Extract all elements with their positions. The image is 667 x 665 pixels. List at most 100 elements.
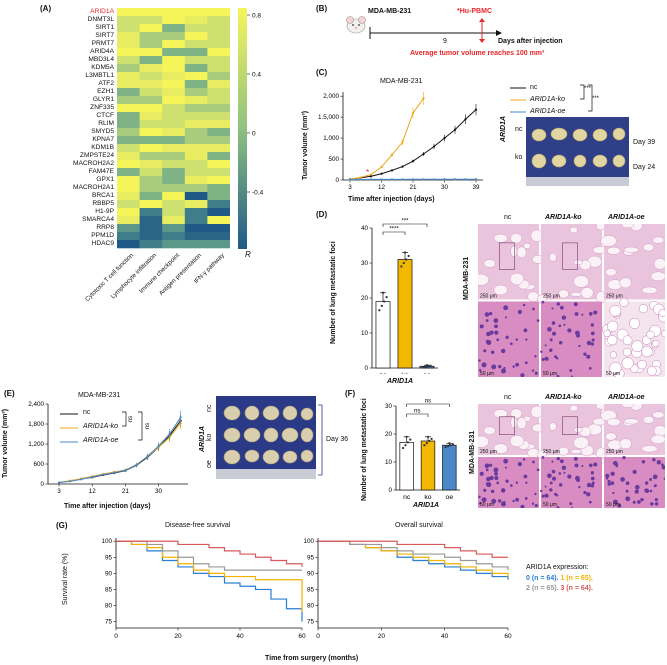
heatmap-cell bbox=[162, 184, 186, 193]
scale-label: 50 μm bbox=[606, 502, 620, 508]
replicate-dot bbox=[385, 296, 388, 299]
e-ylabel: Tumor volume (mm³) bbox=[2, 408, 9, 478]
y-tick-label: 75 bbox=[307, 619, 315, 626]
heatmap-cell bbox=[162, 80, 186, 89]
heatmap-cell bbox=[117, 80, 140, 89]
data-point bbox=[57, 481, 61, 484]
heatmap-row-label: SIRT7 bbox=[95, 32, 114, 39]
heatmap-cell bbox=[117, 88, 140, 97]
heatmap-row-label: ARID4A bbox=[90, 48, 114, 55]
histology-tile: 50 μm bbox=[540, 456, 602, 510]
f-ylabel: Number of lung metastatic foci bbox=[361, 398, 368, 501]
heatmap-cell bbox=[117, 16, 140, 25]
heatmap-column-label: Lymphocyte infiltration bbox=[109, 252, 158, 301]
heatmap bbox=[117, 8, 230, 249]
heatmap-cell bbox=[207, 104, 230, 113]
e-sig-2: ns bbox=[145, 422, 152, 430]
heatmap-row-label: H1-9P bbox=[95, 208, 114, 215]
scale-label: 50 μm bbox=[543, 502, 557, 508]
tumor-growth-chart-c: 0 500 1,000 1.5,000 2,000 3 12 21 30 39 * bbox=[318, 91, 483, 191]
heatmap-row-label: ZNF335 bbox=[90, 104, 114, 111]
dfs-survival-chart: 75 80 85 90 95 100 0 20 40 60 bbox=[101, 538, 306, 640]
heatmap-cell bbox=[207, 8, 230, 17]
histology-tile: 50 μm bbox=[540, 300, 602, 378]
heatmap-cell bbox=[207, 120, 230, 129]
g-title-os: Overall survival bbox=[395, 522, 443, 529]
replicate-dot bbox=[448, 442, 451, 445]
heatmap-cell bbox=[184, 8, 208, 17]
heatmap-row-label: RRP8 bbox=[96, 224, 114, 231]
heatmap-cell bbox=[184, 232, 208, 241]
heatmap-cell bbox=[162, 136, 186, 145]
heatmap-cell bbox=[184, 16, 208, 25]
c-sig-1: *** bbox=[584, 86, 592, 92]
y-tick-label: 90 bbox=[307, 570, 315, 577]
replicate-dot bbox=[383, 300, 386, 303]
heatmap-row-label: GPX1 bbox=[96, 176, 114, 183]
d-side-label: MDA-MB-231 bbox=[463, 256, 470, 300]
heatmap-cell bbox=[184, 48, 208, 57]
heatmap-cell bbox=[184, 32, 208, 41]
heatmap-cell bbox=[207, 144, 230, 153]
data-point bbox=[102, 473, 105, 476]
g-title-dfs: Disease-free survival bbox=[165, 522, 231, 529]
data-point bbox=[474, 178, 478, 181]
heatmap-cell bbox=[139, 208, 163, 217]
c-legend-nc: nc bbox=[530, 84, 538, 91]
heatmap-cell bbox=[117, 104, 140, 113]
heatmap-row-label: BRCA1 bbox=[92, 192, 114, 199]
heatmap-cell bbox=[117, 144, 140, 153]
data-point bbox=[146, 455, 149, 458]
y-tick-label: 90 bbox=[105, 570, 113, 577]
c-legend-ko: ARID1A-ko bbox=[530, 96, 566, 103]
heatmap-row-label: PPM1D bbox=[91, 232, 114, 239]
heatmap-cell bbox=[184, 208, 208, 217]
heatmap-cell bbox=[162, 216, 186, 225]
heatmap-cell bbox=[117, 240, 140, 249]
y-tick-label: 40 bbox=[361, 225, 369, 232]
b-day: 9 bbox=[443, 38, 447, 45]
heatmap-cell bbox=[184, 88, 208, 97]
heatmap-cell bbox=[207, 128, 230, 137]
metastasis-bar-chart-d: 0 10 20 30 40 nc ko oe ******* bbox=[361, 219, 438, 374]
sig-bracket bbox=[382, 223, 428, 227]
bar-nc bbox=[399, 442, 414, 491]
g-legend-1: 1 (n = 65). bbox=[560, 575, 593, 582]
heatmap-cell bbox=[207, 184, 230, 193]
heatmap-row-label: RLIM bbox=[98, 120, 114, 127]
heatmap-cell bbox=[162, 88, 186, 97]
heatmap-cell bbox=[139, 176, 163, 185]
histology-tile: 50 μm bbox=[602, 297, 667, 379]
heatmap-row-label: L3MBTL1 bbox=[85, 72, 114, 79]
colorbar-tick-label: -0.4 bbox=[252, 190, 264, 197]
replicate-dot bbox=[426, 435, 430, 438]
heatmap-cell bbox=[162, 112, 186, 121]
heatmap-cell bbox=[207, 16, 230, 25]
heatmap-row-label: SIRT1 bbox=[95, 24, 114, 31]
heatmap-cell bbox=[117, 120, 140, 129]
b-axis-label: Days after injection bbox=[498, 38, 563, 45]
heatmap-cell bbox=[117, 192, 140, 201]
replicate-dot bbox=[449, 444, 452, 447]
heatmap-cell bbox=[139, 72, 163, 81]
replicate-dot bbox=[428, 439, 431, 443]
heatmap-row-label: KDM1B bbox=[91, 144, 114, 151]
heatmap-cell bbox=[139, 232, 163, 241]
heatmap-row-label: SMYD5 bbox=[91, 128, 114, 135]
heatmap-column-label: IFN-γ pathway bbox=[192, 252, 226, 286]
b-timeline bbox=[369, 18, 502, 43]
heatmap-cell bbox=[117, 40, 140, 49]
heatmap-row-label: ARID1A bbox=[90, 8, 114, 15]
heatmap-cell bbox=[139, 200, 163, 209]
heatmap-cell bbox=[184, 192, 208, 201]
data-point bbox=[411, 111, 415, 115]
heatmap-cell bbox=[184, 240, 208, 249]
heatmap-cell bbox=[139, 96, 163, 105]
heatmap-cell bbox=[162, 16, 186, 25]
heatmap-cell bbox=[184, 224, 208, 233]
heatmap-cell bbox=[207, 48, 230, 57]
histology-svg: 250 μm 250 μm 250 μm 50 μm 50 μm 50 μm bbox=[473, 399, 667, 510]
replicate-dot bbox=[400, 265, 403, 268]
heatmap-cell bbox=[117, 136, 140, 145]
data-point bbox=[464, 118, 467, 121]
